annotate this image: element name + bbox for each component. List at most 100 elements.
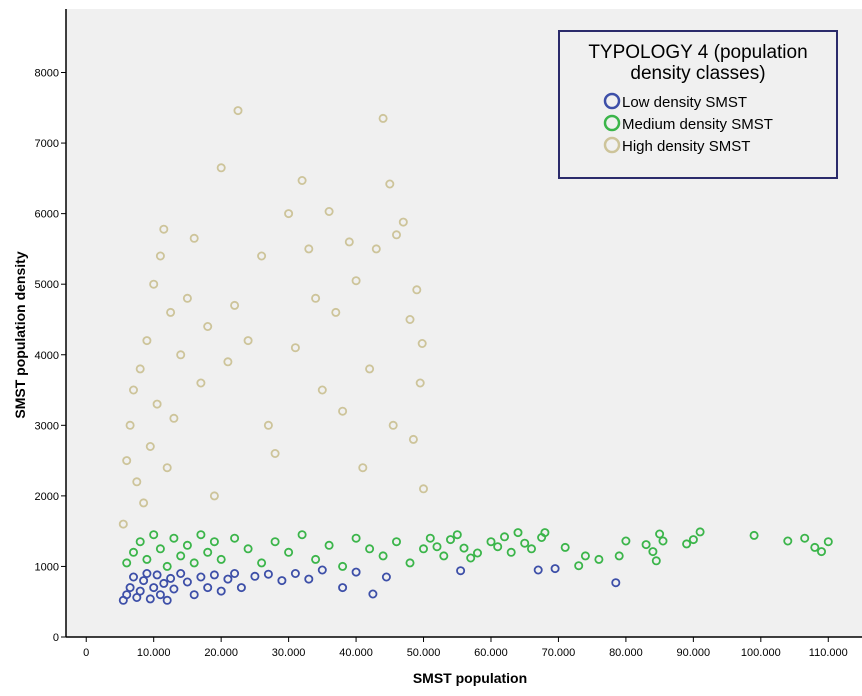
point-medium xyxy=(695,527,705,537)
point-medium xyxy=(203,547,213,557)
point-low xyxy=(162,595,172,605)
point-medium xyxy=(257,558,267,568)
legend-label-medium: Medium density SMST xyxy=(622,116,773,133)
point-medium xyxy=(658,536,668,546)
x-tick-label: 80.000 xyxy=(609,647,643,659)
point-medium xyxy=(128,547,138,557)
point-medium xyxy=(810,542,820,552)
point-low xyxy=(290,569,300,579)
point-high xyxy=(415,378,425,388)
point-low xyxy=(145,594,155,604)
x-axis-title: SMST population xyxy=(413,670,527,686)
point-medium xyxy=(621,536,631,546)
point-medium xyxy=(783,536,793,546)
point-high xyxy=(132,477,142,487)
point-medium xyxy=(216,554,226,564)
point-high xyxy=(371,244,381,254)
point-medium xyxy=(506,547,516,557)
y-tick-label: 8000 xyxy=(35,68,59,80)
point-medium xyxy=(641,540,651,550)
point-high xyxy=(338,406,348,416)
point-low xyxy=(304,574,314,584)
point-high xyxy=(196,378,206,388)
point-high xyxy=(290,343,300,353)
point-medium xyxy=(682,539,692,549)
point-medium xyxy=(324,540,334,550)
point-medium xyxy=(162,561,172,571)
y-tick-label: 4000 xyxy=(35,350,59,362)
x-tick-label: 30.000 xyxy=(272,647,306,659)
point-high xyxy=(388,420,398,430)
point-low xyxy=(317,565,327,575)
legend-marker-low xyxy=(603,92,621,110)
point-medium xyxy=(800,533,810,543)
point-low xyxy=(230,569,240,579)
point-low xyxy=(263,569,273,579)
point-low xyxy=(125,583,135,593)
point-medium xyxy=(493,542,503,552)
point-medium xyxy=(651,556,661,566)
y-tick-label: 1000 xyxy=(35,561,59,573)
point-low xyxy=(139,576,149,586)
point-low xyxy=(368,589,378,599)
point-low xyxy=(128,572,138,582)
point-low xyxy=(611,578,621,588)
point-low xyxy=(250,571,260,581)
y-tick-label: 7000 xyxy=(35,138,59,150)
point-medium xyxy=(574,561,584,571)
point-medium xyxy=(560,542,570,552)
x-tick-label: 0 xyxy=(83,647,89,659)
point-medium xyxy=(311,554,321,564)
point-high xyxy=(223,357,233,367)
point-high xyxy=(169,413,179,423)
legend-marker-medium xyxy=(603,114,621,132)
point-low xyxy=(456,566,466,576)
point-medium xyxy=(196,530,206,540)
x-tick-label: 10.000 xyxy=(137,647,171,659)
point-high xyxy=(216,163,226,173)
point-low xyxy=(381,572,391,582)
point-low xyxy=(135,586,145,596)
point-low xyxy=(209,570,219,580)
x-tick-label: 20.000 xyxy=(204,647,238,659)
point-medium xyxy=(189,558,199,568)
point-low xyxy=(152,570,162,580)
legend-title-line-2: density classes) xyxy=(630,63,765,84)
point-medium xyxy=(169,533,179,543)
x-tick-label: 50.000 xyxy=(407,647,441,659)
y-tick-label: 6000 xyxy=(35,209,59,221)
point-high xyxy=(378,113,388,123)
point-low xyxy=(142,569,152,579)
point-medium xyxy=(378,551,388,561)
point-high xyxy=(182,293,192,303)
point-high xyxy=(162,463,172,473)
point-medium xyxy=(209,537,219,547)
point-low xyxy=(196,572,206,582)
point-high xyxy=(270,448,280,458)
point-high xyxy=(243,336,253,346)
point-high xyxy=(284,209,294,219)
point-low xyxy=(189,590,199,600)
point-high xyxy=(344,237,354,247)
point-low xyxy=(277,576,287,586)
point-low xyxy=(169,584,179,594)
point-high xyxy=(125,420,135,430)
point-medium xyxy=(655,529,665,539)
point-medium xyxy=(749,530,759,540)
point-high xyxy=(297,175,307,185)
point-high xyxy=(358,463,368,473)
point-high xyxy=(324,206,334,216)
point-medium xyxy=(459,543,469,553)
point-medium xyxy=(527,544,537,554)
x-tick-label: 100.000 xyxy=(741,647,781,659)
point-low xyxy=(351,567,361,577)
point-high xyxy=(159,224,169,234)
point-high xyxy=(351,276,361,286)
point-medium xyxy=(648,547,658,557)
point-low xyxy=(166,573,176,583)
point-high xyxy=(418,484,428,494)
point-high xyxy=(311,293,321,303)
point-high xyxy=(209,491,219,501)
